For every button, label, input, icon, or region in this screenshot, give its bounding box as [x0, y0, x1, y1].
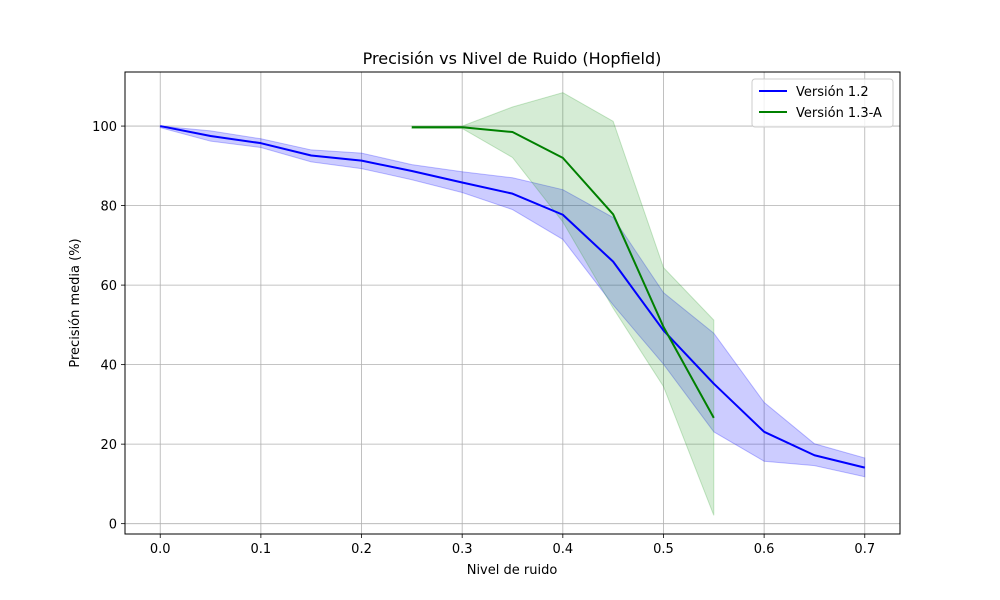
legend-box — [751, 78, 894, 128]
x-tick-label: 0.5 — [653, 542, 674, 557]
y-axis-ticks: 0 20 40 60 80 100 — [92, 120, 125, 533]
x-tick-label: 0.1 — [251, 542, 272, 557]
x-tick-label: 0.2 — [351, 542, 372, 557]
y-tick-label: 0 — [109, 518, 117, 533]
grid — [125, 72, 900, 534]
y-axis-label: Precisión media (%) — [68, 238, 83, 367]
x-tick-label: 0.6 — [754, 542, 775, 557]
x-tick-label: 0.3 — [452, 542, 473, 557]
legend: Versión 1.2 Versión 1.3-A — [751, 78, 894, 128]
legend-label-version-1-2: Versión 1.2 — [796, 85, 869, 100]
confidence-bands — [159, 92, 866, 516]
line-version-1-2 — [160, 125, 866, 469]
y-tick-label: 80 — [100, 200, 117, 215]
plot-frame — [124, 71, 901, 535]
y-tick-label: 20 — [100, 438, 117, 453]
y-tick-label: 100 — [92, 120, 117, 135]
chart-title: Precisión vs Nivel de Ruido (Hopfield) — [363, 49, 662, 68]
x-tick-label: 0.4 — [552, 542, 573, 557]
x-axis-label: Nivel de ruido — [467, 563, 558, 578]
y-tick-label: 60 — [100, 279, 117, 294]
y-tick-label: 40 — [100, 359, 117, 374]
line-version-1-3-a — [411, 126, 715, 419]
legend-label-version-1-3-a: Versión 1.3-A — [796, 106, 882, 121]
x-tick-label: 0.0 — [150, 542, 171, 557]
series-lines — [160, 125, 866, 469]
band-version-1-3-a — [411, 92, 715, 516]
x-axis-ticks: 0.0 0.1 0.2 0.3 0.4 0.5 0.6 0.7 — [150, 534, 875, 557]
band-version-1-2 — [159, 125, 866, 478]
x-tick-label: 0.7 — [854, 542, 875, 557]
